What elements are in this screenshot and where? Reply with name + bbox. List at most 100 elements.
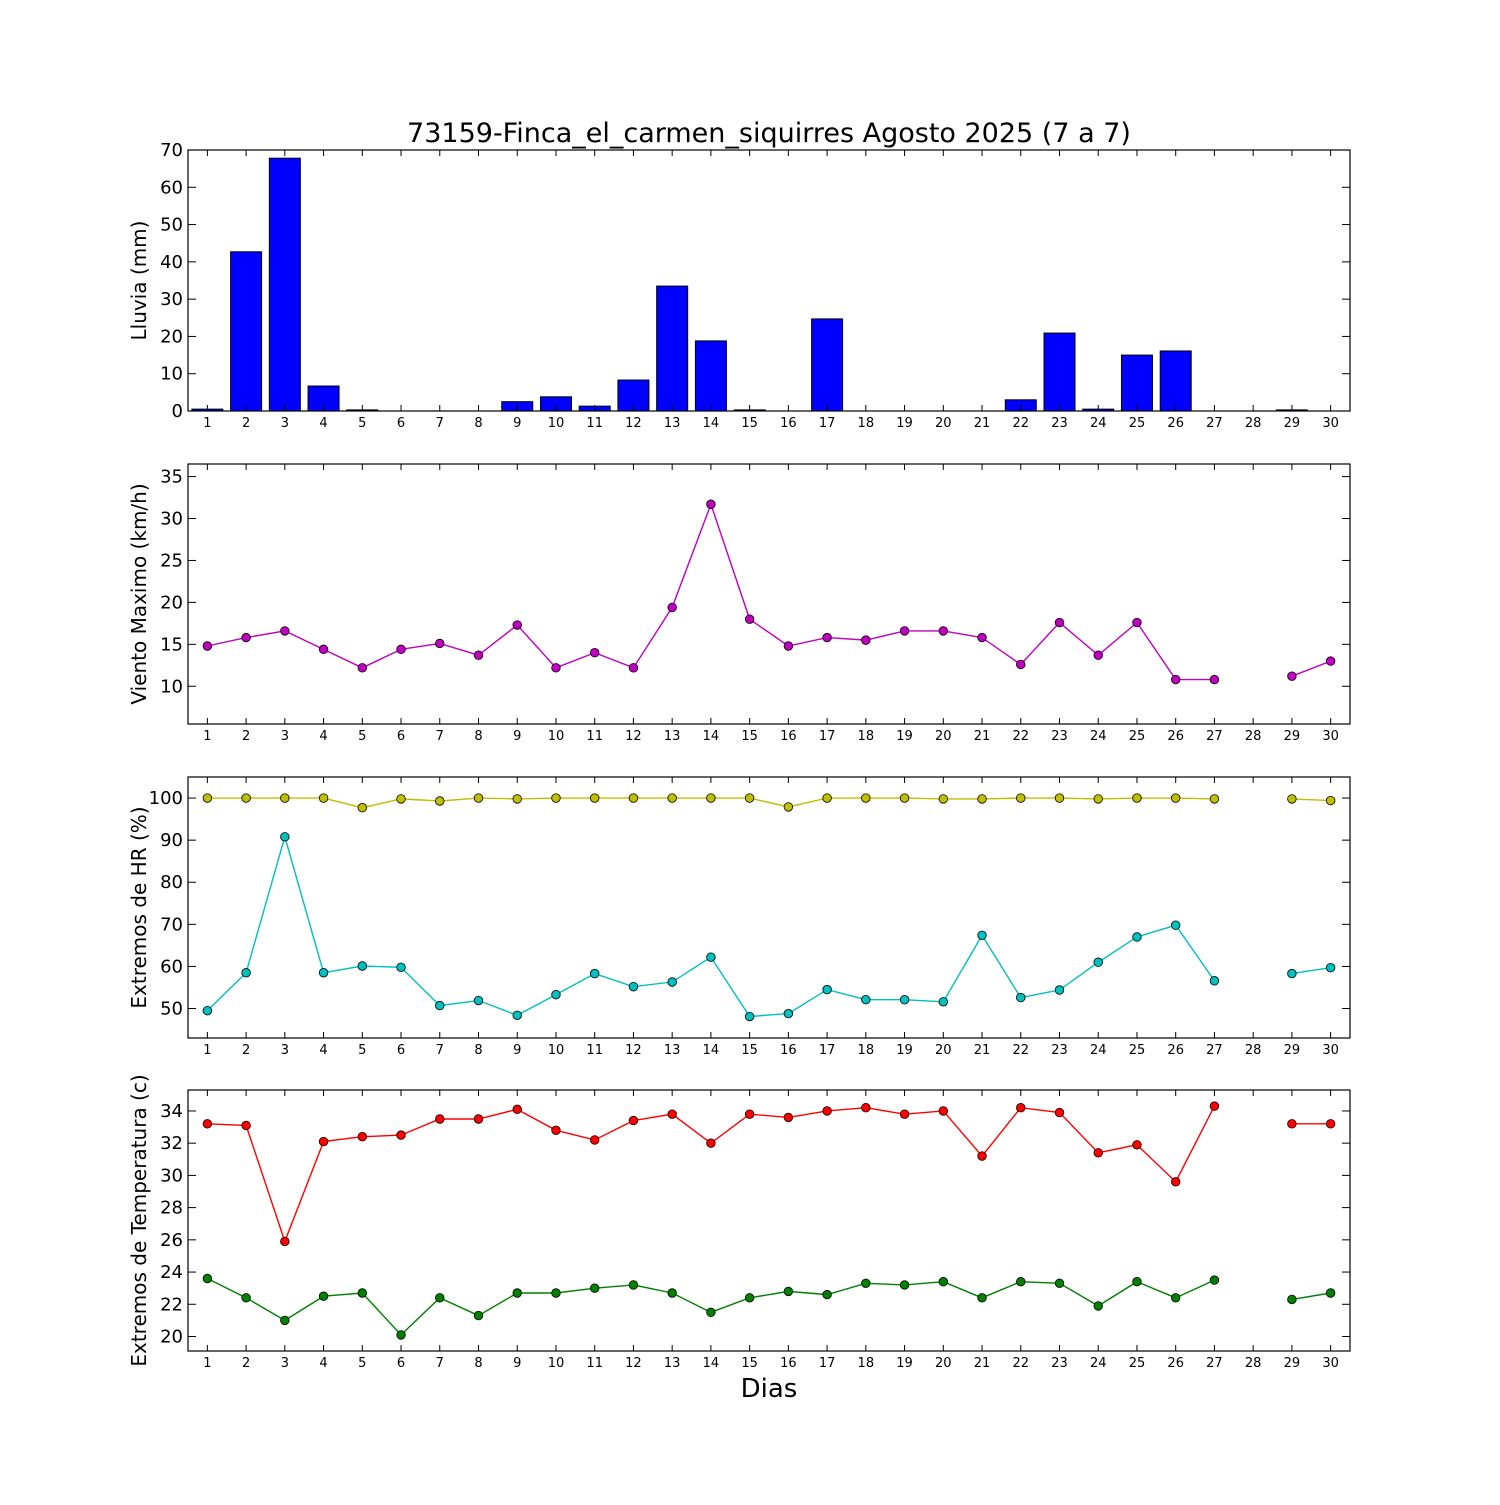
point-series-2-day-1	[202, 1005, 213, 1016]
point-series-1-day-18	[861, 1103, 871, 1113]
point-series-2-day-29	[1287, 1294, 1297, 1305]
x-tick-label: 25	[1129, 1043, 1146, 1058]
y-tick-label: 60	[160, 177, 183, 198]
x-tick-label: 18	[858, 729, 875, 744]
point-series-2-day-2	[241, 968, 251, 978]
x-tick-label: 9	[513, 416, 521, 431]
point-series-2-day-6	[396, 1330, 406, 1340]
y-tick-label: 50	[160, 215, 183, 236]
x-tick-label: 24	[1090, 1043, 1107, 1058]
point-series-1-day-15	[744, 793, 755, 803]
point-series-2-day-16	[783, 1008, 794, 1019]
bar-day-14	[694, 340, 727, 412]
x-tick-label: 29	[1284, 416, 1301, 431]
point-series-2-day-12	[628, 981, 639, 992]
point-series-1-day-26	[1170, 1177, 1181, 1187]
point-series-1-day-17	[822, 632, 832, 643]
bar-day-3	[268, 157, 301, 412]
point-series-1-day-23	[1054, 617, 1065, 628]
y-axis-label: Extremos de Temperatura (c)	[127, 1074, 151, 1366]
point-series-2-day-11	[590, 1283, 600, 1293]
x-tick-label: 14	[703, 729, 720, 744]
x-tick-label: 19	[896, 729, 913, 744]
x-tick-label: 28	[1245, 1043, 1262, 1058]
point-series-1-day-1	[202, 641, 213, 651]
point-series-1-day-2	[241, 1120, 251, 1131]
point-series-1-day-21	[977, 632, 987, 643]
x-tick-label: 17	[819, 1356, 836, 1371]
x-tick-label: 1	[203, 416, 211, 431]
point-series-2-day-1	[202, 1273, 213, 1284]
x-tick-label: 8	[474, 1043, 482, 1058]
point-series-1-day-8	[473, 650, 484, 660]
point-series-1-day-11	[590, 648, 600, 658]
x-tick-label: 23	[1051, 416, 1068, 431]
bar-day-26	[1159, 350, 1192, 412]
point-series-2-day-27	[1209, 1275, 1220, 1285]
series-1-line	[1291, 660, 1331, 677]
bar-day-23	[1043, 332, 1076, 412]
y-tick-label: 30	[160, 509, 183, 530]
point-series-1-day-1	[202, 1119, 213, 1129]
point-series-1-day-10	[551, 1125, 561, 1135]
y-axis-label: Extremos de HR (%)	[127, 806, 151, 1008]
point-series-1-day-6	[396, 794, 406, 804]
point-series-2-day-5	[357, 961, 368, 971]
point-series-1-day-25	[1132, 617, 1142, 628]
y-tick-label: 24	[160, 1262, 183, 1283]
x-tick-label: 17	[819, 416, 836, 431]
x-tick-label: 12	[625, 729, 642, 744]
point-series-2-day-3	[280, 832, 290, 842]
point-series-2-day-25	[1132, 1277, 1142, 1287]
y-tick-label: 28	[160, 1198, 183, 1219]
point-series-2-day-21	[977, 1293, 987, 1303]
x-tick-label: 24	[1090, 729, 1107, 744]
x-tick-label: 22	[1012, 1356, 1029, 1371]
y-tick-label: 80	[160, 872, 183, 893]
point-series-1-day-15	[744, 1109, 755, 1119]
point-series-2-day-16	[783, 1286, 794, 1297]
y-tick-label: 90	[160, 830, 183, 851]
x-tick-label: 1	[203, 1043, 211, 1058]
x-tick-label: 15	[741, 1043, 758, 1058]
point-series-1-day-20	[938, 794, 949, 804]
point-series-2-day-14	[706, 1307, 716, 1318]
point-series-1-day-5	[357, 1132, 368, 1142]
x-tick-label: 22	[1012, 729, 1029, 744]
point-series-1-day-4	[318, 644, 329, 655]
x-tick-label: 25	[1129, 1356, 1146, 1371]
point-series-2-day-3	[280, 1315, 290, 1326]
point-series-2-day-11	[590, 968, 600, 979]
point-series-1-day-11	[590, 1135, 600, 1145]
x-tick-label: 21	[974, 416, 991, 431]
x-tick-label: 27	[1206, 416, 1223, 431]
x-tick-label: 6	[397, 1356, 405, 1371]
y-tick-label: 26	[160, 1230, 183, 1251]
point-series-2-day-24	[1093, 957, 1103, 967]
x-tick-label: 15	[741, 416, 758, 431]
point-series-1-day-12	[628, 793, 639, 803]
x-tick-label: 23	[1051, 1043, 1068, 1058]
y-tick-label: 100	[149, 788, 183, 809]
x-tick-label: 29	[1284, 729, 1301, 744]
point-series-1-day-17	[822, 793, 832, 803]
x-tick-label: 26	[1167, 1043, 1184, 1058]
point-series-2-day-12	[628, 1280, 639, 1290]
point-series-1-day-7	[435, 1114, 445, 1124]
panel-3: 1 2 3 4 5 6 7 8 9 10 11 12 13 14 15 16 17 18 19 20 21 22 23 24 2…	[127, 776, 1351, 1058]
x-tick-label: 17	[819, 729, 836, 744]
point-series-2-day-9	[512, 1288, 522, 1298]
y-tick-label: 60	[160, 956, 183, 977]
x-tick-label: 6	[397, 416, 405, 431]
x-tick-label: 29	[1284, 1043, 1301, 1058]
point-series-1-day-20	[938, 1106, 949, 1116]
point-series-2-day-4	[318, 1291, 329, 1301]
x-tick-label: 20	[935, 729, 952, 744]
x-tick-label: 30	[1322, 1356, 1339, 1371]
x-tick-label: 4	[319, 416, 327, 431]
point-series-2-day-10	[551, 989, 561, 1000]
x-tick-label: 21	[974, 729, 991, 744]
x-tick-label: 14	[703, 1043, 720, 1058]
x-tick-label: 19	[896, 1356, 913, 1371]
